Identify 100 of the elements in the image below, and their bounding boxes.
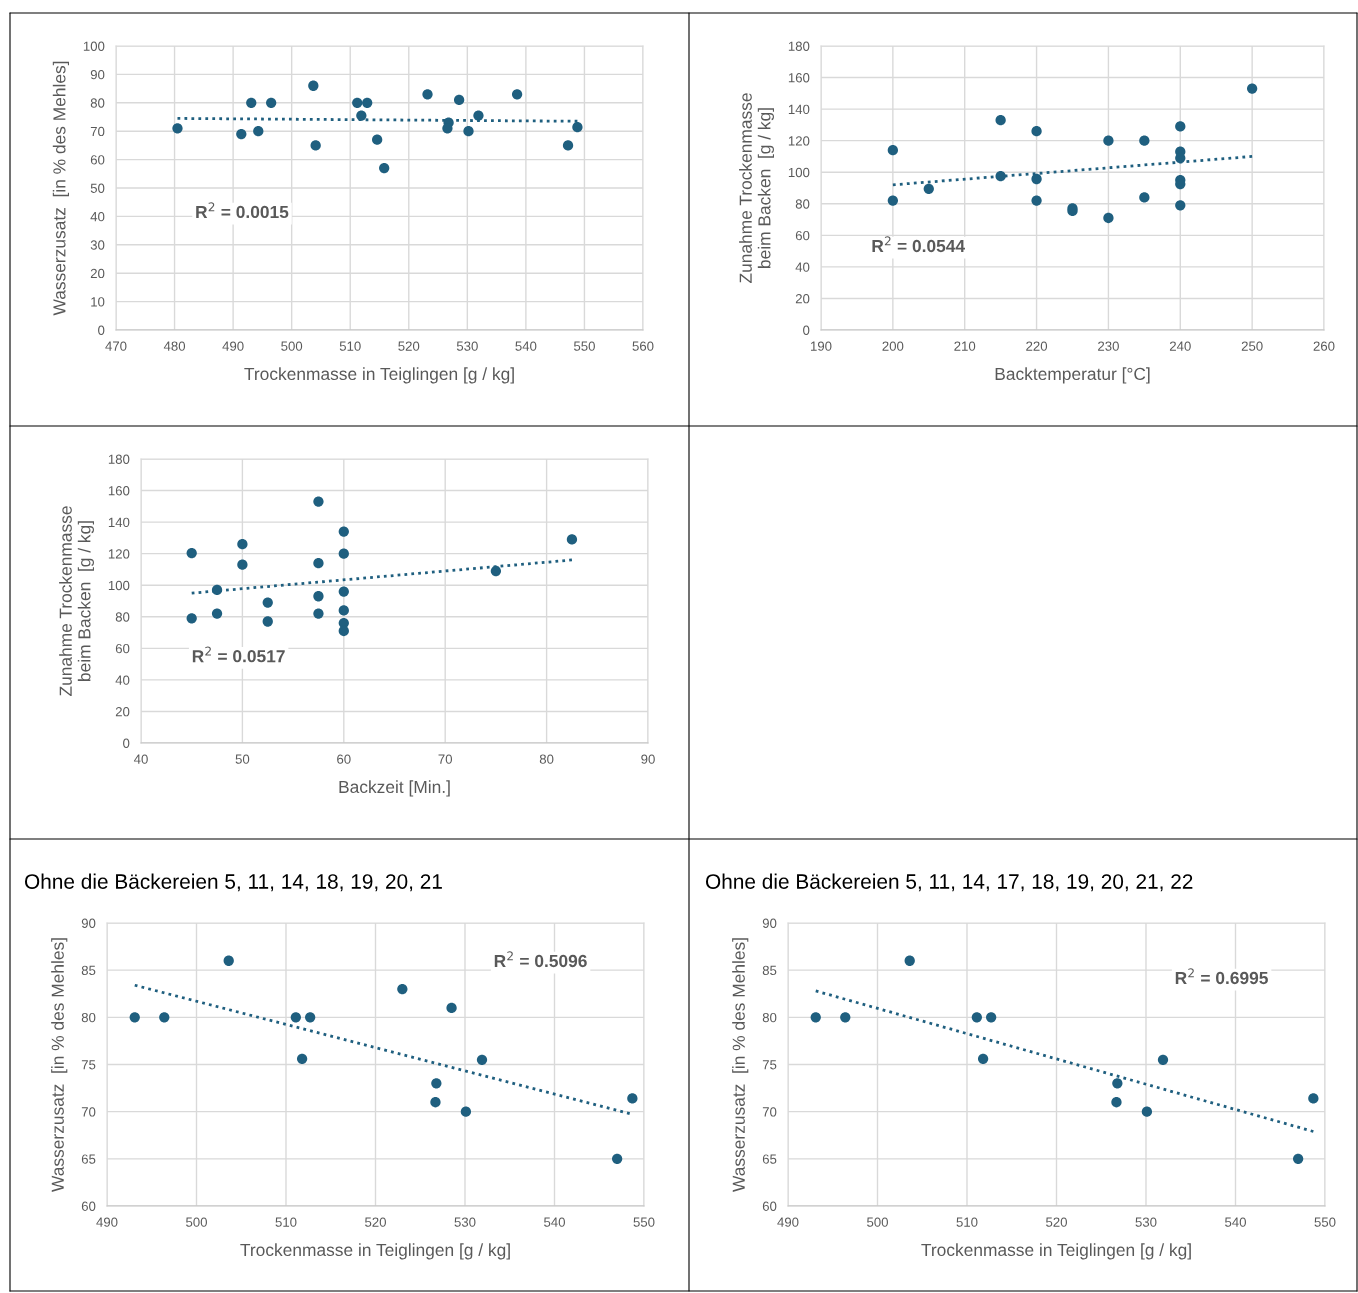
point bbox=[887, 144, 899, 156]
point bbox=[490, 565, 502, 577]
y-tick-label: 70 bbox=[90, 126, 105, 137]
x-tick-label: 500 bbox=[281, 341, 303, 351]
y-tick-label: 10 bbox=[91, 297, 105, 307]
point bbox=[430, 1097, 441, 1108]
y-axis-title: Wasserzusatz [in % des Mehles] bbox=[732, 938, 749, 1192]
point bbox=[172, 123, 183, 134]
x-tick-label: 540 bbox=[1225, 1217, 1246, 1227]
point bbox=[129, 1012, 140, 1023]
y-axis-title: Wasserzusatz [in % des Mehles] bbox=[51, 938, 68, 1192]
point bbox=[1141, 1106, 1153, 1117]
point bbox=[977, 1053, 989, 1064]
y-tick-label: 90 bbox=[81, 918, 96, 928]
point bbox=[1308, 1093, 1319, 1104]
y-tick-label: 20 bbox=[90, 268, 105, 279]
annotation: R$^{2}$ = 0.0544 bbox=[872, 236, 965, 253]
point bbox=[352, 97, 363, 108]
point bbox=[446, 1002, 457, 1014]
annotation: R$^{2}$ = 0.6995 bbox=[1175, 968, 1268, 985]
point bbox=[1293, 1153, 1304, 1164]
y-tick-label: 0 bbox=[123, 738, 130, 748]
point bbox=[840, 1012, 851, 1023]
y-tick-label: 60 bbox=[90, 155, 105, 165]
y-tick-label: 80 bbox=[115, 612, 130, 622]
point bbox=[1175, 200, 1186, 211]
point bbox=[511, 89, 523, 100]
x-tick-label: 510 bbox=[956, 1217, 978, 1227]
y-tick-label: 60 bbox=[81, 1201, 96, 1211]
y-tick-label: 60 bbox=[762, 1201, 777, 1211]
y-tick-label: 85 bbox=[762, 965, 777, 976]
y-tick-label: 20 bbox=[115, 707, 130, 717]
y-tick-label: 40 bbox=[795, 262, 810, 272]
x-tick-label: 260 bbox=[1313, 341, 1335, 351]
x-tick-label: 50 bbox=[235, 754, 250, 764]
y-tick-label: 0 bbox=[98, 325, 105, 335]
point bbox=[356, 110, 367, 121]
point bbox=[211, 584, 223, 596]
point bbox=[1031, 126, 1042, 137]
point bbox=[612, 1153, 623, 1164]
x-tick-label: 550 bbox=[1314, 1217, 1336, 1227]
point bbox=[566, 534, 578, 545]
y-tick-label: 100 bbox=[108, 580, 130, 591]
y-tick-label: 70 bbox=[762, 1107, 777, 1117]
x-tick-label: 520 bbox=[398, 341, 420, 351]
y-axis-title: Zunahme Trockenmasse beim Backen [g / kg] bbox=[739, 93, 774, 283]
point bbox=[431, 1078, 442, 1089]
x-tick-label: 540 bbox=[544, 1217, 565, 1227]
point bbox=[995, 171, 1006, 182]
chart-title: Ohne die Bäckereien 5, 11, 14, 18, 19, 20, 21 bbox=[24, 873, 442, 892]
point bbox=[159, 1012, 170, 1023]
point bbox=[422, 89, 433, 100]
point bbox=[810, 1012, 821, 1023]
y-tick-label: 120 bbox=[108, 549, 130, 559]
x-axis-title: Trockenmasse in Teiglingen [g / kg] bbox=[921, 1243, 1191, 1260]
point bbox=[313, 496, 324, 507]
x-tick-label: 500 bbox=[867, 1217, 888, 1227]
point bbox=[338, 548, 349, 559]
x-tick-label: 210 bbox=[954, 341, 976, 351]
point bbox=[246, 97, 257, 108]
y-tick-label: 180 bbox=[108, 454, 130, 464]
y-tick-label: 75 bbox=[762, 1060, 777, 1070]
point bbox=[1139, 192, 1150, 203]
point bbox=[971, 1012, 982, 1023]
point bbox=[237, 539, 248, 550]
y-tick-label: 80 bbox=[762, 1012, 777, 1023]
point bbox=[372, 134, 383, 145]
point bbox=[1031, 173, 1042, 185]
x-axis-title: Backtemperatur [°C] bbox=[995, 367, 1150, 384]
point bbox=[1157, 1054, 1169, 1065]
y-tick-label: 20 bbox=[795, 294, 810, 304]
y-tick-label: 40 bbox=[115, 675, 130, 685]
annotation: R$^{2}$ = 0.5096 bbox=[494, 951, 587, 968]
point bbox=[211, 608, 223, 619]
annotation: R$^{2}$ = 0.0517 bbox=[192, 646, 285, 663]
y-tick-label: 160 bbox=[788, 73, 810, 83]
point bbox=[1175, 121, 1186, 132]
x-tick-label: 510 bbox=[275, 1217, 297, 1227]
y-tick-label: 180 bbox=[788, 41, 810, 51]
x-axis-title: Backzeit [Min.] bbox=[339, 780, 450, 797]
point bbox=[1246, 83, 1258, 94]
point bbox=[253, 126, 264, 137]
y-axis-title: Wasserzusatz [in % des Mehles] bbox=[52, 61, 69, 316]
x-tick-label: 530 bbox=[1135, 1217, 1157, 1227]
x-tick-label: 530 bbox=[454, 1217, 476, 1227]
y-tick-label: 80 bbox=[81, 1012, 96, 1023]
point bbox=[995, 115, 1006, 126]
point bbox=[223, 955, 234, 966]
point bbox=[313, 591, 324, 602]
y-tick-label: 75 bbox=[81, 1060, 96, 1070]
point bbox=[290, 1012, 301, 1023]
point bbox=[266, 97, 277, 108]
y-tick-label: 65 bbox=[762, 1154, 777, 1164]
x-tick-label: 190 bbox=[811, 341, 832, 351]
x-tick-label: 70 bbox=[438, 754, 453, 764]
point bbox=[476, 1054, 488, 1065]
x-tick-label: 540 bbox=[515, 341, 537, 351]
y-tick-label: 80 bbox=[90, 98, 105, 108]
y-axis-title: Zunahme Trockenmasse beim Backen [g / kg] bbox=[59, 506, 94, 696]
point bbox=[453, 94, 465, 106]
